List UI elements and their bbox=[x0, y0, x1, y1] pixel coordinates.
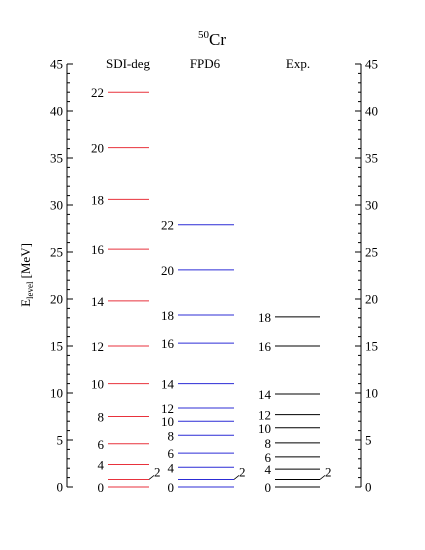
level-spin-label: 16 bbox=[91, 242, 105, 257]
level-spin-label: 2 bbox=[325, 464, 332, 479]
y-axis-label-unit: [MeV] bbox=[18, 243, 33, 278]
level-spin-label: 14 bbox=[258, 387, 272, 402]
y-tick-label-left: 10 bbox=[50, 386, 63, 401]
level-spin-label: 10 bbox=[258, 421, 271, 436]
y-axis-label-subscript: level bbox=[25, 281, 35, 299]
level-spin-label: 0 bbox=[265, 480, 272, 495]
level-spin-label: 16 bbox=[258, 339, 272, 354]
y-tick-label-right: 0 bbox=[365, 480, 372, 495]
level-spin-label: 18 bbox=[161, 308, 174, 323]
level-spin-label: 4 bbox=[98, 457, 105, 472]
y-axis-label: Elevel [MeV] bbox=[18, 243, 35, 307]
y-tick-label-left: 20 bbox=[50, 292, 63, 307]
y-axis-label-symbol: E bbox=[18, 299, 33, 307]
y-tick-label-right: 20 bbox=[365, 292, 378, 307]
level-spin-label: 20 bbox=[91, 141, 104, 156]
level-spin-label: 12 bbox=[161, 401, 174, 416]
y-tick-label-left: 30 bbox=[50, 198, 63, 213]
series-group: SDI-deg0246810121416182022FPD60246810121… bbox=[91, 56, 332, 495]
level-spin-label: 8 bbox=[265, 436, 272, 451]
level-spin-label: 14 bbox=[161, 377, 175, 392]
level-connector bbox=[148, 475, 155, 480]
level-spin-label: 6 bbox=[265, 450, 272, 465]
y-tick-label-left: 5 bbox=[57, 433, 64, 448]
level-spin-label: 18 bbox=[258, 310, 271, 325]
y-tick-label-left: 35 bbox=[50, 151, 63, 166]
y-tick-label-right: 45 bbox=[365, 57, 378, 72]
level-spin-label: 14 bbox=[91, 294, 105, 309]
y-tick-label-left: 45 bbox=[50, 57, 63, 72]
level-spin-label: 8 bbox=[168, 428, 175, 443]
y-tick-label-right: 30 bbox=[365, 198, 378, 213]
y-tick-label-left: 0 bbox=[57, 480, 64, 495]
level-spin-label: 12 bbox=[91, 339, 104, 354]
level-spin-label: 2 bbox=[239, 464, 246, 479]
level-spin-label: 10 bbox=[91, 377, 104, 392]
level-connector bbox=[233, 475, 240, 480]
level-spin-label: 10 bbox=[161, 414, 174, 429]
level-spin-label: 8 bbox=[98, 410, 105, 425]
series-header: Exp. bbox=[286, 56, 310, 71]
level-spin-label: 2 bbox=[154, 464, 161, 479]
level-spin-label: 4 bbox=[265, 462, 272, 477]
level-spin-label: 12 bbox=[258, 408, 271, 423]
level-spin-label: 6 bbox=[98, 437, 105, 452]
title-main: Cr bbox=[209, 30, 226, 49]
series-0: SDI-deg 0 2 4 6 8 10 12 14 16 18 20 22 bbox=[91, 56, 161, 495]
chart-title: 50Cr bbox=[198, 29, 226, 49]
level-connector bbox=[319, 475, 326, 480]
level-spin-label: 22 bbox=[161, 218, 174, 233]
level-spin-label: 4 bbox=[168, 460, 175, 475]
level-spin-label: 22 bbox=[91, 85, 104, 100]
y-tick-label-right: 10 bbox=[365, 386, 378, 401]
series-header: FPD6 bbox=[190, 56, 221, 71]
level-spin-label: 0 bbox=[98, 480, 105, 495]
level-spin-label: 16 bbox=[161, 336, 175, 351]
level-spin-label: 6 bbox=[168, 446, 175, 461]
y-tick-label-right: 35 bbox=[365, 151, 378, 166]
level-spin-label: 20 bbox=[161, 263, 174, 278]
series-header: SDI-deg bbox=[106, 56, 151, 71]
y-tick-label-left: 15 bbox=[50, 339, 63, 354]
y-tick-label-left: 25 bbox=[50, 245, 63, 260]
y-tick-label-right: 25 bbox=[365, 245, 378, 260]
y-tick-label-right: 15 bbox=[365, 339, 378, 354]
title-superscript: 50 bbox=[198, 29, 210, 41]
level-spin-label: 0 bbox=[168, 480, 175, 495]
y-tick-label-left: 40 bbox=[50, 104, 63, 119]
y-tick-label-right: 40 bbox=[365, 104, 378, 119]
y-tick-label-right: 5 bbox=[365, 433, 372, 448]
level-spin-label: 18 bbox=[91, 192, 104, 207]
